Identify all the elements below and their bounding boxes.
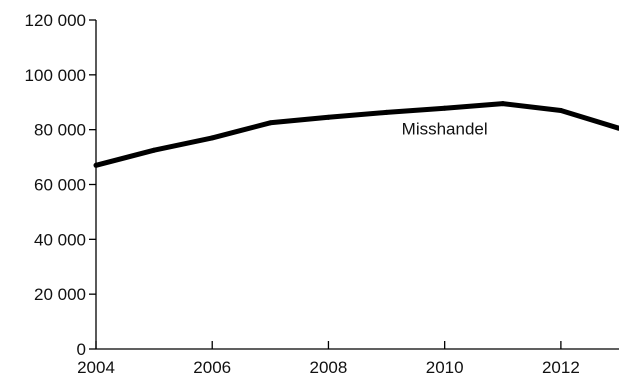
data-point bbox=[267, 120, 273, 126]
y-tick-label: 40 000 bbox=[34, 230, 86, 249]
x-tick-label: 2008 bbox=[310, 358, 348, 377]
tick-labels: 0 20 000 40 000 60 000 80 000 100 000 120 000 2… bbox=[25, 11, 580, 377]
x-tick-label: 2012 bbox=[542, 358, 580, 377]
data-point bbox=[151, 147, 157, 153]
series-layer bbox=[93, 101, 619, 168]
y-tick-label: 60 000 bbox=[34, 176, 86, 195]
x-tick-label: 2006 bbox=[193, 358, 231, 377]
data-point bbox=[325, 114, 331, 120]
series-label: Misshandel bbox=[402, 119, 488, 138]
y-tick-label: 0 bbox=[77, 340, 86, 359]
data-point bbox=[93, 162, 99, 168]
x-tick-label: 2010 bbox=[426, 358, 464, 377]
data-point bbox=[209, 135, 215, 141]
y-tick-label: 80 000 bbox=[34, 121, 86, 140]
y-tick-label: 20 000 bbox=[34, 285, 86, 304]
data-point bbox=[616, 125, 619, 131]
y-tick-label: 100 000 bbox=[25, 66, 86, 85]
series-line bbox=[95, 101, 619, 168]
data-point bbox=[384, 109, 390, 115]
data-point bbox=[558, 107, 564, 113]
y-tick-label: 120 000 bbox=[25, 11, 86, 30]
data-point bbox=[442, 105, 448, 111]
axes bbox=[89, 19, 619, 350]
x-tick-label: 2004 bbox=[77, 358, 115, 377]
data-point bbox=[500, 101, 506, 107]
